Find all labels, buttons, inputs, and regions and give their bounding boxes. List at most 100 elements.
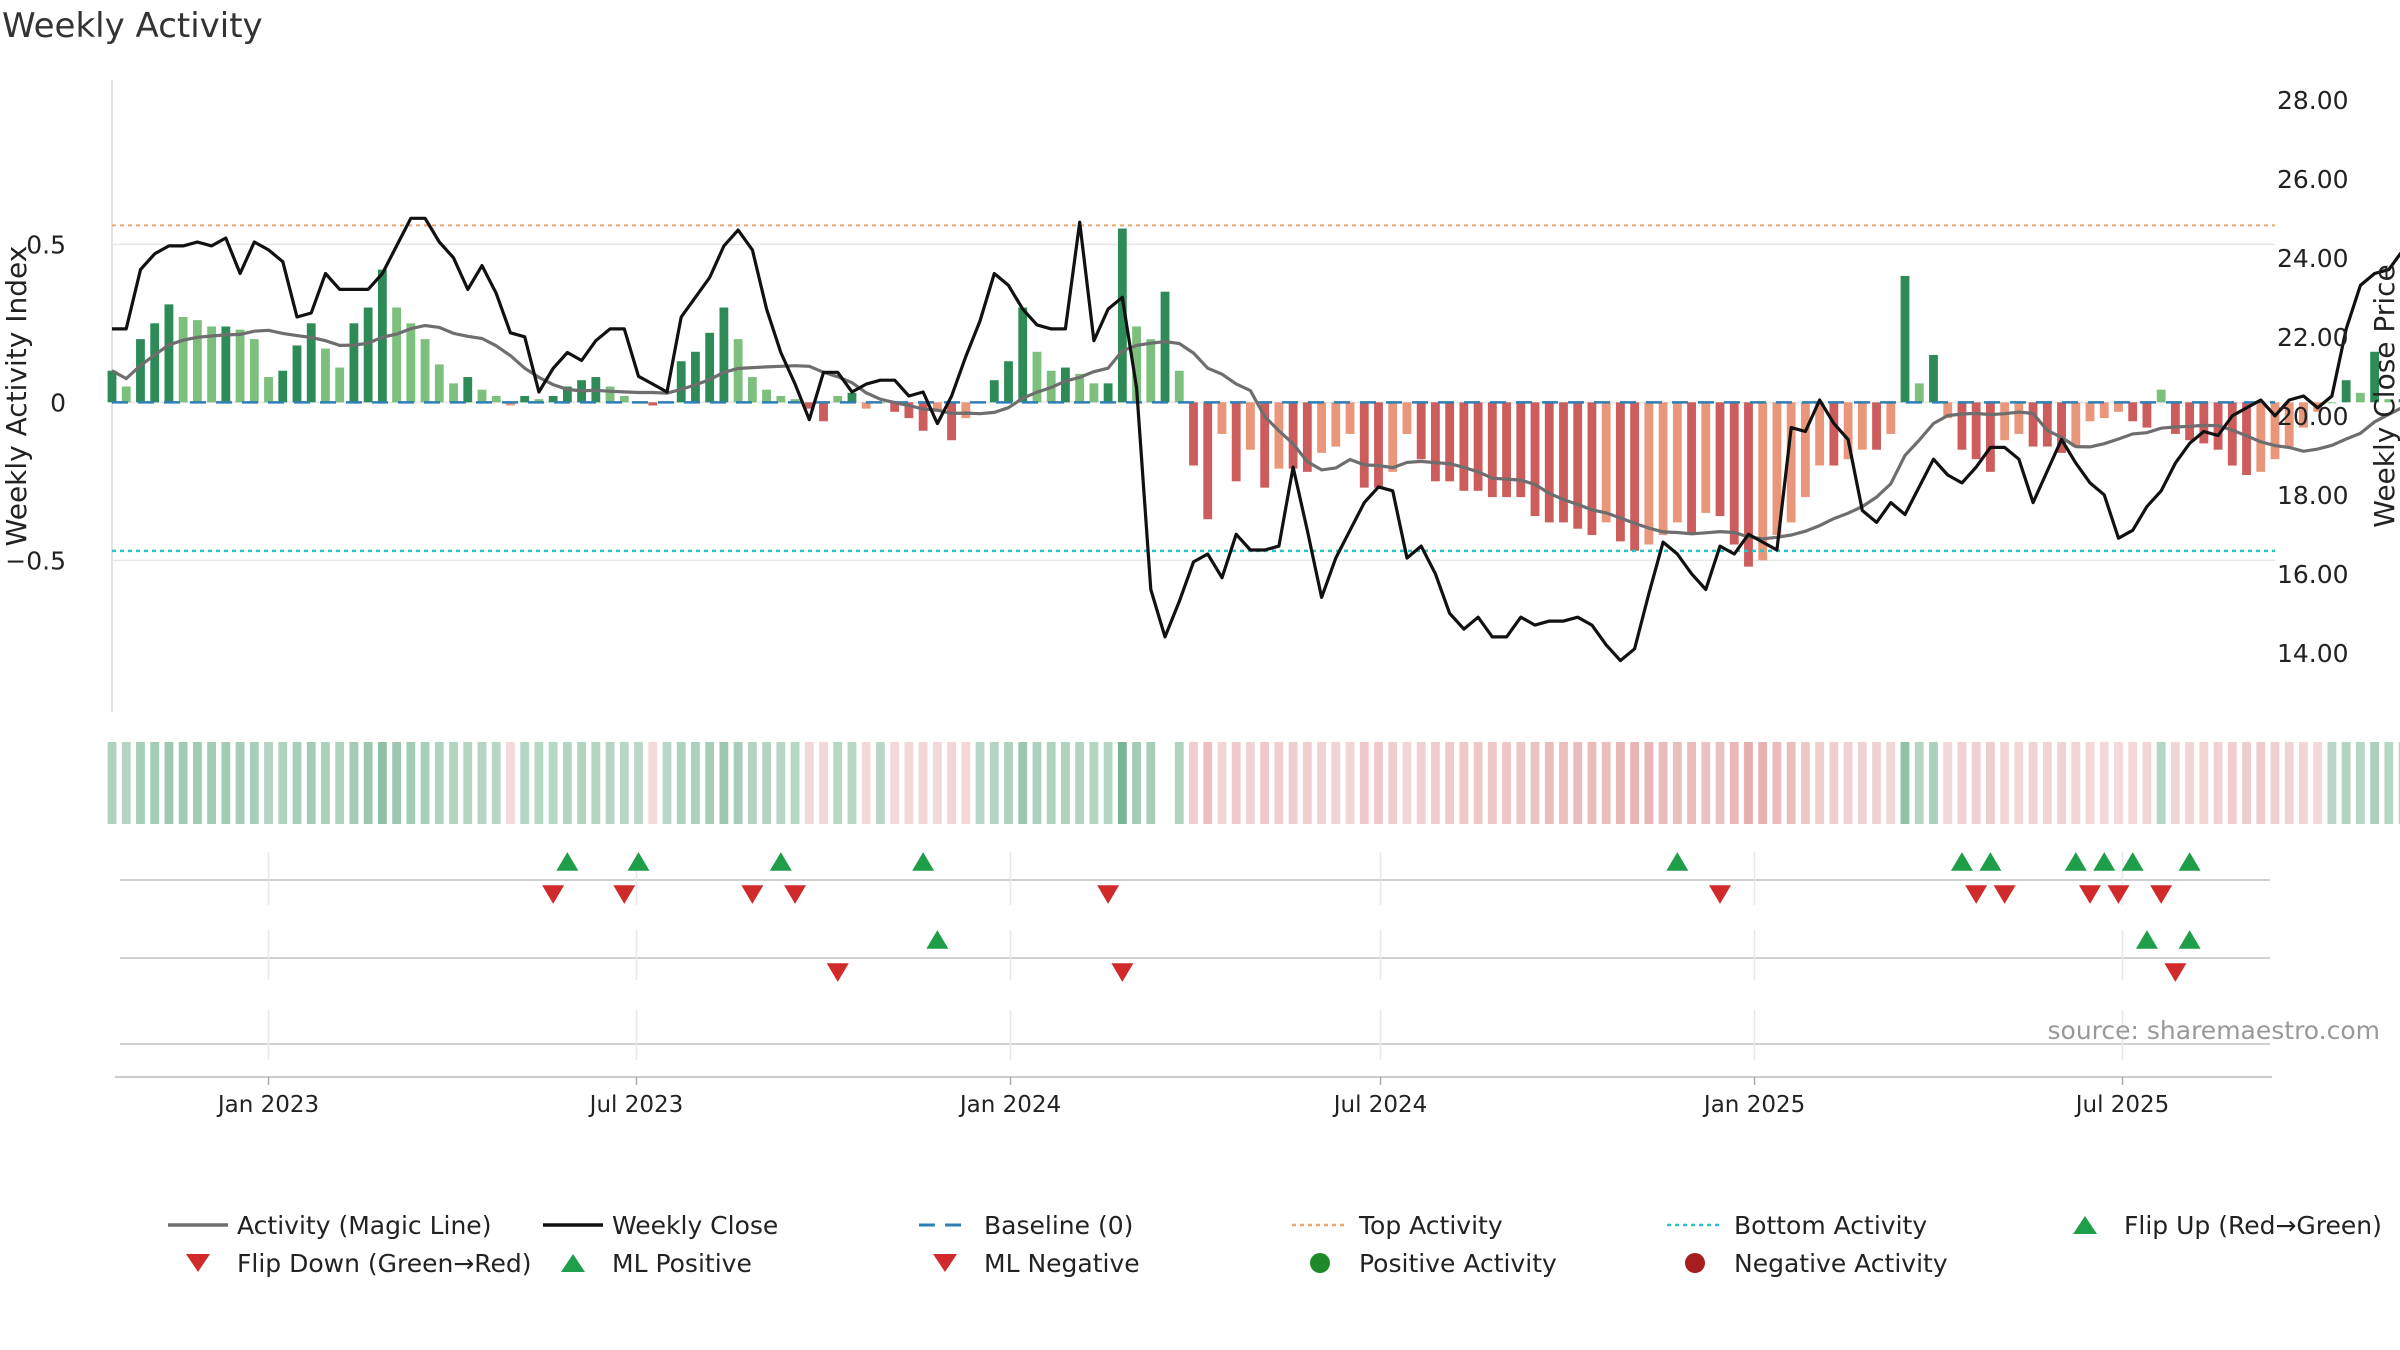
heat-cell <box>2313 742 2323 824</box>
activity-bar <box>2299 402 2308 428</box>
heat-cell <box>1132 742 1141 824</box>
flip-up-marker <box>556 852 579 871</box>
legend: Activity (Magic Line) Weekly Close Baselin… <box>168 1211 2382 1278</box>
flip-down-marker <box>741 885 764 904</box>
activity-bar <box>1274 402 1284 469</box>
activity-bar <box>932 402 942 412</box>
heat-cell <box>1829 742 1839 824</box>
activity-bar <box>477 389 487 403</box>
heat-cell <box>833 742 843 824</box>
heat-cell <box>1744 742 1753 824</box>
legend-label: Bottom Activity <box>1734 1211 1927 1240</box>
activity-bar <box>562 386 572 403</box>
heat-cell <box>605 742 615 824</box>
activity-bar <box>2355 392 2365 403</box>
activity-bar <box>1900 275 1910 403</box>
heat-cell <box>249 742 259 824</box>
legend-swatch <box>933 1254 957 1272</box>
heat-cell <box>591 742 601 824</box>
heat-cell <box>2170 742 2180 824</box>
heat-cell <box>819 742 828 824</box>
activity-bar <box>790 399 800 403</box>
ml-positive-marker <box>2178 930 2201 949</box>
activity-bar <box>776 396 786 403</box>
activity-bar <box>1260 402 1270 488</box>
activity-bar <box>363 307 373 403</box>
heat-cell <box>1658 742 1668 824</box>
activity-bar <box>1658 402 1668 536</box>
heat-cell <box>847 742 857 824</box>
heat-cell <box>1089 742 1099 824</box>
x-axis: Jan 2023 Jul 2023 Jan 2024 Jul 2024 Jan 2025… <box>115 1076 2272 1118</box>
ml-negative-marker <box>2164 963 2187 982</box>
activity-bar <box>1132 326 1141 403</box>
activity-bar <box>2341 380 2351 403</box>
heat-cell <box>477 742 487 824</box>
activity-bar <box>1615 402 1625 542</box>
heat-cell <box>890 742 900 824</box>
flip-down-marker <box>1993 885 2016 904</box>
activity-bar <box>2114 402 2123 412</box>
heat-cell <box>1445 742 1455 824</box>
flip-up-marker <box>1979 852 2002 871</box>
heat-cell <box>107 742 117 824</box>
flip-up-marker <box>1666 852 1689 871</box>
activity-bar <box>1487 402 1497 498</box>
heat-cell <box>1587 742 1597 824</box>
heat-cell <box>932 742 942 824</box>
ml-negative-marker <box>826 963 849 982</box>
series-lines <box>111 216 2400 663</box>
heat-cell <box>192 742 202 824</box>
heat-cell <box>506 742 515 824</box>
heat-cell <box>2270 742 2280 824</box>
activity-bar <box>264 377 273 403</box>
heat-cell <box>1103 742 1113 824</box>
heat-cell <box>1687 742 1696 824</box>
activity-bar <box>306 323 316 403</box>
activity-bar <box>1729 402 1739 545</box>
heat-cell <box>1189 742 1198 824</box>
heat-cell <box>278 742 288 824</box>
heat-cell <box>2213 742 2223 824</box>
ml-positive-marker <box>926 930 949 949</box>
activity-bar <box>904 402 914 419</box>
activity-bar <box>1459 402 1469 491</box>
heat-cell <box>1402 742 1412 824</box>
activity-bar <box>1174 370 1184 403</box>
y2-tick-label: 18.00 <box>2277 481 2349 510</box>
heat-cell <box>449 742 458 824</box>
reference-lines <box>112 224 2275 553</box>
activity-bar <box>1402 402 1412 434</box>
heat-cell <box>221 742 231 824</box>
heat-cell <box>1246 742 1255 824</box>
heat-cell <box>1117 742 1127 824</box>
flip-up-marker <box>1950 852 1973 871</box>
activity-bar <box>249 339 259 403</box>
activity-bar <box>1516 402 1526 498</box>
activity-bar <box>1416 402 1426 460</box>
heat-cell <box>321 742 330 824</box>
heat-cell <box>1971 742 1981 824</box>
heat-cell <box>804 742 814 824</box>
heat-cell <box>1274 742 1284 824</box>
activity-bar <box>2199 402 2209 444</box>
magic-line <box>111 323 2400 541</box>
heat-cell <box>676 742 686 824</box>
heat-cell <box>420 742 430 824</box>
activity-bar <box>534 399 544 403</box>
activity-bar <box>520 396 530 403</box>
activity-bar <box>890 402 900 412</box>
activity-bar <box>961 402 971 419</box>
heat-cell <box>1459 742 1469 824</box>
activity-bar <box>804 402 814 409</box>
heat-cell <box>392 742 402 824</box>
heat-cell <box>1843 742 1853 824</box>
heat-cell <box>747 742 757 824</box>
heat-cell <box>1516 742 1526 824</box>
flip-down-marker <box>1709 885 1732 904</box>
heat-cell <box>2057 742 2066 824</box>
heat-cell <box>1231 742 1241 824</box>
heat-cell <box>520 742 530 824</box>
activity-bar <box>1331 402 1341 447</box>
